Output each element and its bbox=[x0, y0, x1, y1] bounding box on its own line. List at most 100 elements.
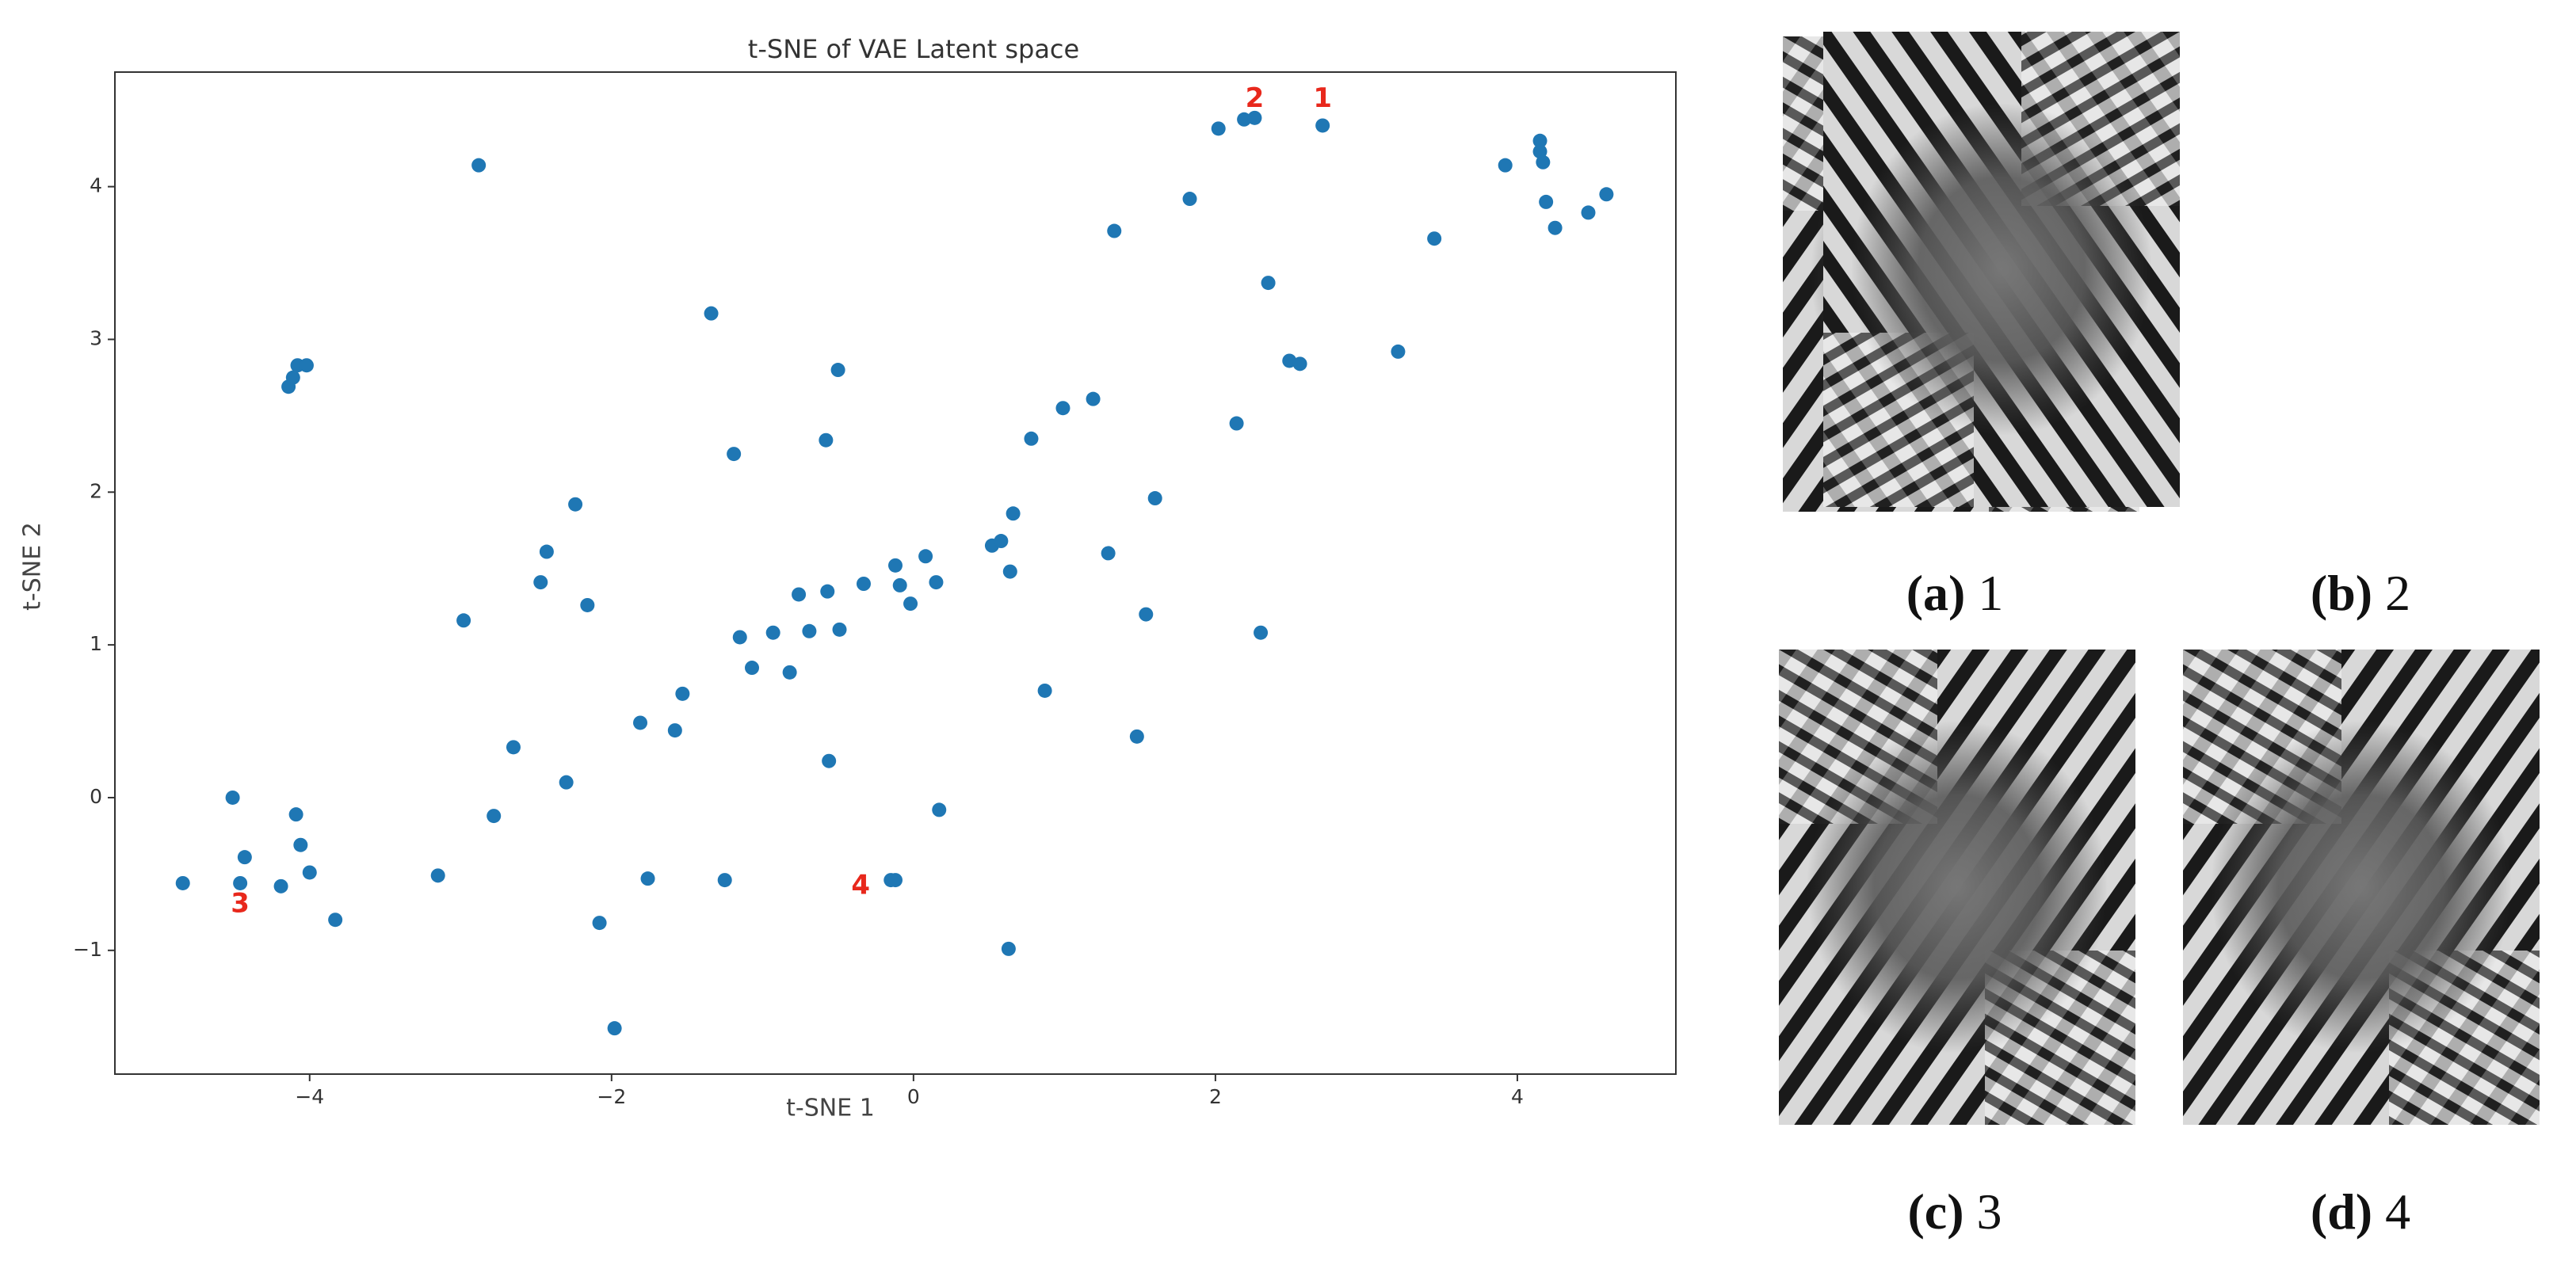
point bbox=[237, 850, 252, 865]
point bbox=[1147, 491, 1162, 506]
point bbox=[328, 913, 343, 928]
point bbox=[1292, 356, 1307, 371]
point bbox=[302, 865, 317, 880]
point bbox=[667, 723, 682, 738]
point bbox=[430, 868, 445, 883]
point bbox=[293, 837, 308, 852]
annotation: 4 bbox=[851, 869, 870, 901]
point bbox=[792, 587, 807, 602]
point bbox=[1107, 223, 1122, 238]
point bbox=[1086, 391, 1101, 406]
point bbox=[782, 665, 797, 680]
point bbox=[994, 534, 1009, 549]
point bbox=[1261, 276, 1276, 291]
y-tick-label: 0 bbox=[90, 785, 102, 808]
subfigure-caption: (c) 3 bbox=[1907, 1183, 2002, 1240]
point bbox=[888, 873, 903, 888]
point bbox=[592, 916, 607, 931]
point bbox=[1254, 625, 1269, 640]
point bbox=[1024, 431, 1039, 446]
point bbox=[487, 809, 502, 824]
point bbox=[830, 363, 845, 378]
point bbox=[1211, 121, 1226, 136]
caption-tag: (d) bbox=[2311, 1183, 2372, 1240]
point bbox=[675, 686, 690, 701]
point bbox=[1498, 158, 1513, 173]
point bbox=[1101, 546, 1116, 561]
point bbox=[704, 306, 719, 321]
point bbox=[533, 575, 548, 590]
annotation: 3 bbox=[231, 887, 250, 919]
x-tick-label: 0 bbox=[907, 1085, 920, 1108]
caption-text: 1 bbox=[1978, 565, 2003, 621]
caption-tag: (b) bbox=[2311, 565, 2372, 621]
point bbox=[1129, 729, 1144, 744]
point bbox=[299, 358, 314, 373]
annotation: 1 bbox=[1313, 82, 1332, 114]
point bbox=[1536, 154, 1551, 170]
point bbox=[1002, 564, 1017, 579]
point bbox=[456, 613, 471, 628]
y-axis-label: t-SNE 2 bbox=[19, 522, 47, 611]
point bbox=[1539, 194, 1554, 209]
subfigure-caption: (d) 4 bbox=[2311, 1183, 2410, 1240]
point bbox=[1532, 144, 1548, 159]
point bbox=[892, 577, 907, 592]
point bbox=[918, 549, 933, 564]
point bbox=[633, 715, 648, 730]
caption-tag: (c) bbox=[1907, 1183, 1963, 1240]
x-axis-label: t-SNE 1 bbox=[786, 1095, 875, 1122]
y-tick-label: 1 bbox=[90, 632, 102, 655]
point bbox=[539, 544, 554, 559]
point bbox=[1037, 683, 1052, 698]
point bbox=[1006, 506, 1021, 521]
point bbox=[559, 775, 574, 790]
point bbox=[1229, 416, 1244, 431]
x-tick-label: −2 bbox=[597, 1085, 626, 1108]
point bbox=[285, 370, 300, 385]
point bbox=[819, 432, 834, 448]
point bbox=[1182, 192, 1197, 207]
point bbox=[745, 661, 760, 676]
point bbox=[640, 871, 655, 886]
point bbox=[1599, 187, 1614, 202]
subfigure-image bbox=[1823, 32, 2180, 507]
point bbox=[1548, 220, 1563, 235]
chart-title: t-SNE of VAE Latent space bbox=[748, 34, 1079, 64]
y-tick-label: 2 bbox=[90, 479, 102, 502]
caption-text: 4 bbox=[2385, 1183, 2410, 1240]
point bbox=[506, 740, 521, 755]
point bbox=[822, 753, 837, 768]
point bbox=[580, 597, 595, 612]
point bbox=[273, 878, 288, 894]
annotation: 2 bbox=[1246, 82, 1265, 114]
y-tick-label: 4 bbox=[90, 174, 102, 197]
point bbox=[1427, 231, 1442, 246]
subfigure-image bbox=[2183, 650, 2540, 1125]
y-tick-label: 3 bbox=[90, 326, 102, 349]
point bbox=[1055, 401, 1070, 416]
x-tick-label: 2 bbox=[1209, 1085, 1222, 1108]
point bbox=[832, 622, 847, 637]
subfigure-image bbox=[1779, 650, 2135, 1125]
point bbox=[568, 497, 583, 512]
point bbox=[1001, 941, 1016, 956]
point bbox=[1532, 133, 1548, 148]
x-tick-label: 4 bbox=[1511, 1085, 1524, 1108]
point bbox=[1391, 344, 1406, 359]
point bbox=[802, 623, 817, 638]
caption-tag: (a) bbox=[1906, 565, 1966, 621]
plot-frame bbox=[114, 71, 1677, 1075]
point bbox=[288, 807, 303, 822]
point bbox=[820, 584, 835, 599]
point bbox=[856, 576, 871, 591]
point bbox=[1315, 118, 1330, 133]
caption-text: 3 bbox=[1977, 1183, 2002, 1240]
y-tick-label: −1 bbox=[73, 938, 102, 961]
point bbox=[717, 873, 732, 888]
point bbox=[233, 875, 248, 890]
point bbox=[1237, 112, 1252, 127]
subfigure-caption: (b) 2 bbox=[2311, 565, 2410, 621]
caption-text: 2 bbox=[2385, 565, 2410, 621]
